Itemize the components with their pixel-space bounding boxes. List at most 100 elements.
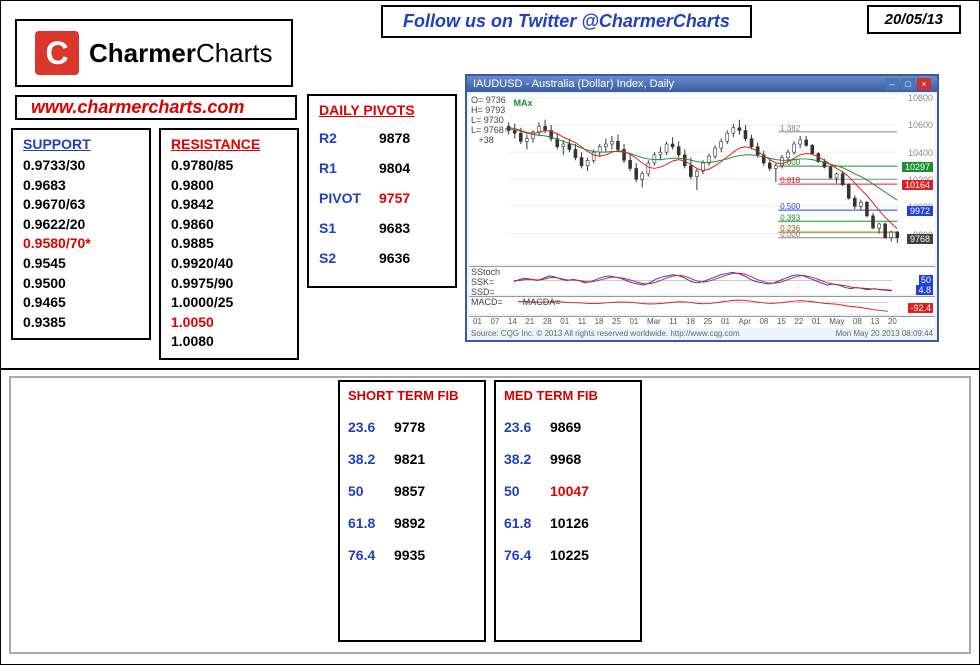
macd-badge: -92.4	[908, 303, 933, 313]
x-tick: 01	[473, 317, 482, 328]
x-tick: 15	[777, 317, 786, 328]
support-item: 0.9733/30	[23, 156, 139, 176]
brand-bold: Charmer	[89, 38, 196, 68]
x-tick: 11	[578, 317, 586, 328]
fib-badge: 9768	[907, 234, 933, 244]
support-item: 0.9500	[23, 274, 139, 294]
svg-text:1.382: 1.382	[780, 124, 800, 133]
support-item: 0.9683	[23, 176, 139, 196]
resistance-item: 1.0050	[171, 313, 287, 333]
support-item: 0.9580/70*	[23, 234, 139, 254]
fib-badge: 10297	[902, 162, 933, 172]
svg-text:0.393: 0.393	[780, 213, 800, 222]
chart-timestamp: Mon May 20 2013 08:09:44	[836, 329, 933, 338]
fib-row: 61.89892	[348, 515, 476, 531]
x-tick: 08	[759, 317, 768, 328]
x-tick: 18	[686, 317, 695, 328]
fib-row: 5010047	[504, 483, 632, 499]
chart-titlebar[interactable]: IAUDUSD - Australia (Dollar) Index, Dail…	[467, 76, 937, 92]
support-item: 0.9670/63	[23, 195, 139, 215]
fib-row: 38.29968	[504, 451, 632, 467]
x-tick: 18	[595, 317, 604, 328]
url-box[interactable]: www.charmercharts.com	[15, 95, 297, 120]
fib-badge: 10164	[902, 180, 933, 190]
x-tick: 01	[629, 317, 638, 328]
support-item: 0.9622/20	[23, 215, 139, 235]
macd-indicator: MACD= MACDA= -92.4	[469, 296, 935, 314]
page-root: Follow us on Twitter @CharmerCharts 20/0…	[0, 0, 980, 665]
fib-row: 38.29821	[348, 451, 476, 467]
stoch-badge-val: 4.8	[916, 285, 933, 295]
logo-box: C CharmerCharts	[15, 19, 293, 87]
x-tick: 11	[669, 317, 677, 328]
x-tick: Apr	[738, 317, 750, 328]
fib-row: 23.69869	[504, 419, 632, 435]
short-fib-header: SHORT TERM FIB	[348, 388, 476, 403]
stoch-badge-50: 50	[919, 275, 933, 285]
fib-badge: 9972	[907, 206, 933, 216]
x-tick: 13	[870, 317, 879, 328]
resistance-item: 0.9842	[171, 195, 287, 215]
svg-text:MAx: MAx	[514, 98, 533, 108]
fib-row: 76.410225	[504, 547, 632, 563]
fib-row: 61.810126	[504, 515, 632, 531]
support-item: 0.9465	[23, 293, 139, 313]
x-tick: 20	[888, 317, 897, 328]
support-panel: SUPPORT 0.9733/300.96830.9670/630.9622/2…	[11, 128, 151, 340]
x-tick: 01	[721, 317, 730, 328]
chart-date-axis: 01071421280111182501Mar11182501Apr081522…	[469, 316, 935, 328]
x-tick: 07	[490, 317, 499, 328]
twitter-banner: Follow us on Twitter @CharmerCharts	[381, 5, 752, 38]
x-tick: 28	[543, 317, 552, 328]
pivot-row: S19683	[319, 220, 445, 236]
resistance-item: 0.9975/90	[171, 274, 287, 294]
chart-footer: Source: CQG Inc. © 2013 All rights reser…	[467, 328, 937, 339]
resistance-item: 0.9800	[171, 176, 287, 196]
chart-title: IAUDUSD - Australia (Dollar) Index, Dail…	[473, 78, 674, 90]
resistance-item: 0.9780/85	[171, 156, 287, 176]
support-item: 0.9385	[23, 313, 139, 333]
fib-row: 76.49935	[348, 547, 476, 563]
x-tick: 08	[853, 317, 862, 328]
resistance-item: 0.9920/40	[171, 254, 287, 274]
stoch-label: SStoch SSK= SSD=	[471, 267, 500, 297]
pivot-row: PIVOT9757	[319, 190, 445, 206]
y-tick: 10600	[908, 120, 933, 130]
chart-cell: IAUDUSD - Australia (Dollar) Index, Dail…	[465, 74, 979, 342]
brand-light: Charts	[196, 38, 273, 68]
svg-text:0.500: 0.500	[780, 202, 800, 211]
stochastic-indicator: SStoch SSK= SSD= 50 4.8	[469, 266, 935, 294]
svg-text:0.000: 0.000	[780, 230, 800, 239]
brand-name: CharmerCharts	[89, 38, 273, 69]
med-fib-header: MED TERM FIB	[504, 388, 632, 403]
close-icon[interactable]: ×	[917, 78, 931, 90]
pivot-panel: DAILY PIVOTS R29878R19804PIVOT9757S19683…	[307, 94, 457, 288]
x-tick: 22	[794, 317, 803, 328]
chart-window: IAUDUSD - Australia (Dollar) Index, Dail…	[465, 74, 939, 342]
resistance-header: RESISTANCE	[171, 136, 287, 152]
x-tick: May	[829, 317, 844, 328]
chart-source: Source: CQG Inc. © 2013 All rights reser…	[471, 329, 740, 338]
macd-label: MACD= MACDA=	[471, 297, 561, 307]
short-fib-panel: SHORT TERM FIB 23.69778 38.29821 509857 61.…	[338, 380, 486, 642]
bottom-box: SHORT TERM FIB 23.69778 38.29821 509857 61.…	[9, 376, 971, 654]
bottom-section: SHORT TERM FIB 23.69778 38.29821 509857 61.…	[1, 368, 979, 664]
fib-row: 23.69778	[348, 419, 476, 435]
window-buttons: – □ ×	[885, 78, 931, 90]
x-tick: 01	[812, 317, 821, 328]
maximize-icon[interactable]: □	[901, 78, 915, 90]
pivot-row: R29878	[319, 130, 445, 146]
chart-area[interactable]: O= 9736 H= 9793 L= 9730 L= 9768↑ +38 1.3…	[469, 94, 935, 264]
fib-row: 509857	[348, 483, 476, 499]
x-tick: 01	[560, 317, 569, 328]
x-tick: 21	[525, 317, 534, 328]
pivot-row: R19804	[319, 160, 445, 176]
svg-text:0.818: 0.818	[780, 176, 800, 185]
x-tick: 25	[612, 317, 621, 328]
pivot-row: S29636	[319, 250, 445, 266]
x-tick: 14	[508, 317, 517, 328]
minimize-icon[interactable]: –	[885, 78, 899, 90]
resistance-item: 0.9885	[171, 234, 287, 254]
price-chart-svg: 1.3821.0000.8180.5000.3930.2360.000MAx	[469, 94, 935, 263]
mid-row: SUPPORT 0.9733/300.96830.9670/630.9622/2…	[1, 126, 979, 368]
